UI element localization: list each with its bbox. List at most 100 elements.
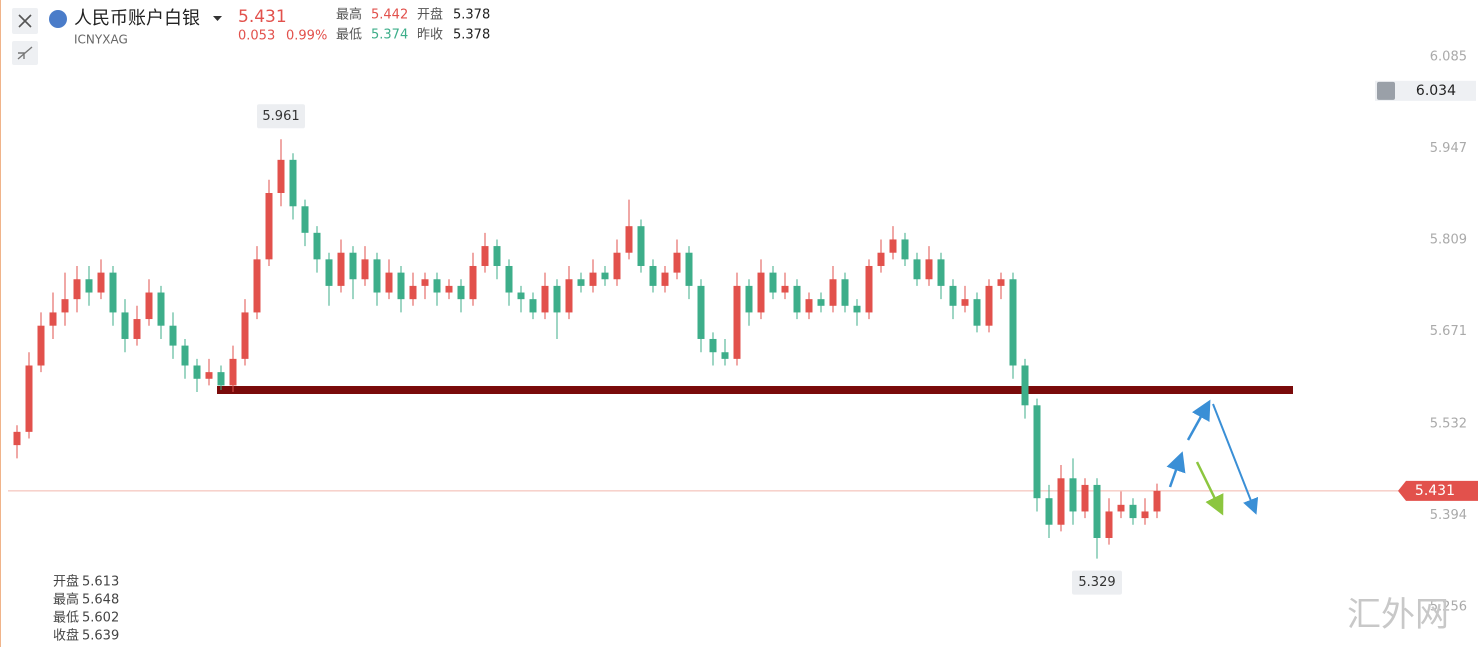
dropdown[interactable] — [213, 16, 222, 21]
candle-body — [1009, 279, 1017, 366]
arrow — [1212, 403, 1259, 515]
candle-body — [325, 259, 333, 286]
candle-body — [493, 246, 501, 266]
candle-body — [1045, 498, 1053, 525]
candle-body — [193, 365, 201, 379]
candle-body — [445, 285, 453, 293]
y-tick-label: 5.947 — [1430, 141, 1467, 156]
candle-body — [277, 159, 285, 194]
candle-body — [421, 279, 429, 286]
candle-body — [1153, 490, 1161, 512]
candle-body — [337, 252, 345, 286]
collapse-icon — [17, 46, 33, 60]
watermark: 汇外网 — [1347, 595, 1449, 635]
alert-price: 6.034 — [1416, 83, 1456, 99]
candle-body — [241, 312, 249, 359]
candle-body — [1129, 504, 1137, 519]
candle-body — [853, 305, 861, 313]
instrument-name[interactable]: 人民币账户白银 — [74, 8, 200, 29]
candle-body — [1069, 478, 1077, 512]
candle-body — [901, 239, 909, 260]
candle-body — [1141, 511, 1149, 519]
candle-body — [469, 265, 477, 300]
candle-body — [49, 312, 57, 326]
candle-body — [109, 272, 117, 313]
arrow — [1195, 461, 1224, 516]
change-pct: 0.99% — [286, 29, 327, 44]
candle-body — [601, 272, 609, 280]
candle-body — [841, 279, 849, 306]
instrument-code: ICNYXAG — [74, 33, 128, 47]
candle-body — [289, 159, 297, 207]
stat-value: 5.378 — [453, 8, 490, 23]
stat-label: 最低 — [336, 28, 362, 43]
candle-body — [949, 285, 957, 306]
candle-body — [913, 259, 921, 280]
candle-body — [481, 246, 489, 266]
stat-label: 开盘 — [417, 7, 443, 23]
arrow — [1186, 399, 1211, 441]
candle-body — [613, 252, 621, 280]
ohlc-value: 5.648 — [82, 593, 119, 608]
candle-body — [733, 285, 741, 359]
candle-body — [409, 285, 417, 300]
y-tick-label: 5.394 — [1430, 508, 1467, 523]
candle-body — [1105, 511, 1113, 539]
max-label: 5.961 — [262, 109, 299, 124]
candle-body — [757, 272, 765, 313]
candle-body — [745, 285, 753, 313]
candle-body — [865, 265, 873, 313]
candle-body — [265, 193, 273, 260]
max-label-box — [257, 104, 305, 129]
candle-body — [793, 285, 801, 313]
candle-body — [1093, 484, 1101, 539]
candle-body — [817, 299, 825, 306]
candle-body — [385, 272, 393, 293]
candle-body — [1033, 405, 1041, 499]
ohlc-value: 5.602 — [82, 611, 119, 626]
candle-body — [925, 259, 933, 280]
candle-body — [1021, 365, 1029, 406]
candle-body — [313, 232, 321, 260]
candle-body — [397, 272, 405, 300]
candle-body — [517, 292, 525, 300]
candle-body — [229, 358, 237, 386]
y-tick-label: 5.671 — [1430, 324, 1467, 339]
candle-body — [361, 259, 369, 280]
candle-body — [373, 259, 381, 293]
ohlc-value: 5.613 — [82, 575, 119, 590]
candle-body — [1057, 478, 1065, 525]
candle-body — [985, 285, 993, 326]
stat-label: 昨收 — [417, 28, 443, 43]
candle-body — [673, 252, 681, 273]
candle-body — [565, 279, 573, 313]
candle-body — [505, 265, 513, 293]
candle-body — [1081, 484, 1089, 512]
candle-body — [661, 272, 669, 286]
last-price-tag — [1398, 480, 1478, 501]
candle-body — [349, 252, 357, 280]
candle-body — [589, 272, 597, 286]
ohlc-value: 5.639 — [82, 629, 119, 644]
candle-body — [37, 325, 45, 366]
candle-body — [889, 239, 897, 253]
arrow — [1166, 451, 1186, 488]
candle-body — [1117, 504, 1125, 512]
stat-value: 5.378 — [453, 28, 490, 43]
candle-body — [205, 372, 213, 379]
candle-body — [181, 345, 189, 366]
min-label: 5.329 — [1078, 575, 1115, 590]
close-icon — [18, 14, 32, 28]
ohlc-label: 最低 — [53, 611, 79, 626]
candle-body — [529, 299, 537, 313]
y-tick-label: 5.256 — [1430, 600, 1467, 615]
logo — [49, 10, 67, 28]
candle-body — [625, 226, 633, 253]
plot: 6.085 5.947 5.809 5.671 5.532 5.394 5.256 5.961… — [8, 50, 1478, 615]
candle-body — [553, 285, 561, 313]
candle-body — [973, 299, 981, 326]
candle-body — [217, 372, 225, 386]
candle-body — [25, 365, 33, 432]
ohlc-label: 最高 — [53, 592, 79, 608]
candle-body — [433, 279, 441, 293]
